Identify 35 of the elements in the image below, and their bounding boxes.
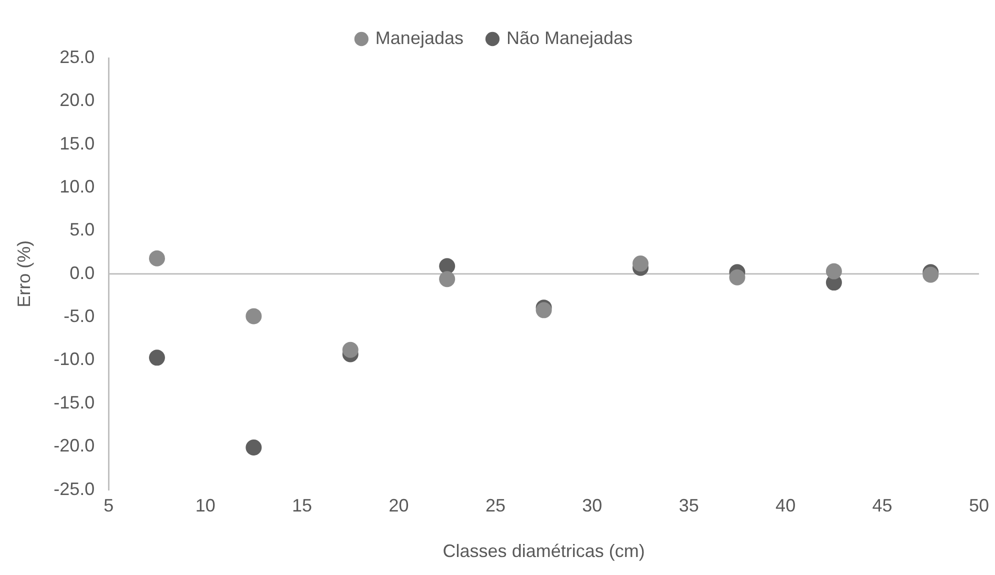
y-tick-label: -15.0 [54, 392, 95, 412]
point [826, 263, 842, 280]
x-tick-label: 25 [485, 496, 506, 516]
legend-label: Manejadas [375, 28, 464, 48]
legend-label: Não Manejadas [506, 28, 633, 48]
point [148, 350, 165, 366]
x-tick-label: 30 [582, 496, 602, 516]
y-axis-title: Erro (%) [14, 240, 34, 308]
x-tick-label: 20 [388, 496, 409, 516]
x-axis-title: Classes diamétricas (cm) [442, 541, 645, 562]
x-tick-label: 50 [968, 496, 990, 516]
y-tick-label: 5.0 [70, 220, 95, 240]
y-tick-label: -25.0 [54, 478, 95, 499]
point [729, 269, 746, 286]
x-tick-label: 15 [292, 496, 312, 516]
y-tick-label: 25.0 [60, 46, 95, 67]
point [632, 256, 649, 272]
x-tick-label: 10 [195, 496, 216, 516]
y-tick-label: -5.0 [64, 306, 95, 326]
point [439, 258, 456, 274]
y-tick-label: 10.0 [60, 176, 95, 197]
point [246, 308, 262, 324]
x-tick-label: 40 [776, 496, 796, 516]
y-tick-label: -20.0 [54, 436, 95, 456]
y-tick-label: -10.0 [54, 349, 95, 370]
x-tick-label: 5 [104, 496, 114, 516]
point [342, 342, 358, 358]
x-tick-label: 35 [678, 496, 699, 516]
point [148, 250, 165, 266]
y-tick-label: 15.0 [60, 133, 95, 154]
point [246, 439, 262, 456]
y-tick-label: 20.0 [60, 90, 95, 110]
y-tick-label: 0.0 [70, 262, 95, 283]
point [439, 271, 456, 288]
x-tick-label: 45 [872, 496, 892, 516]
